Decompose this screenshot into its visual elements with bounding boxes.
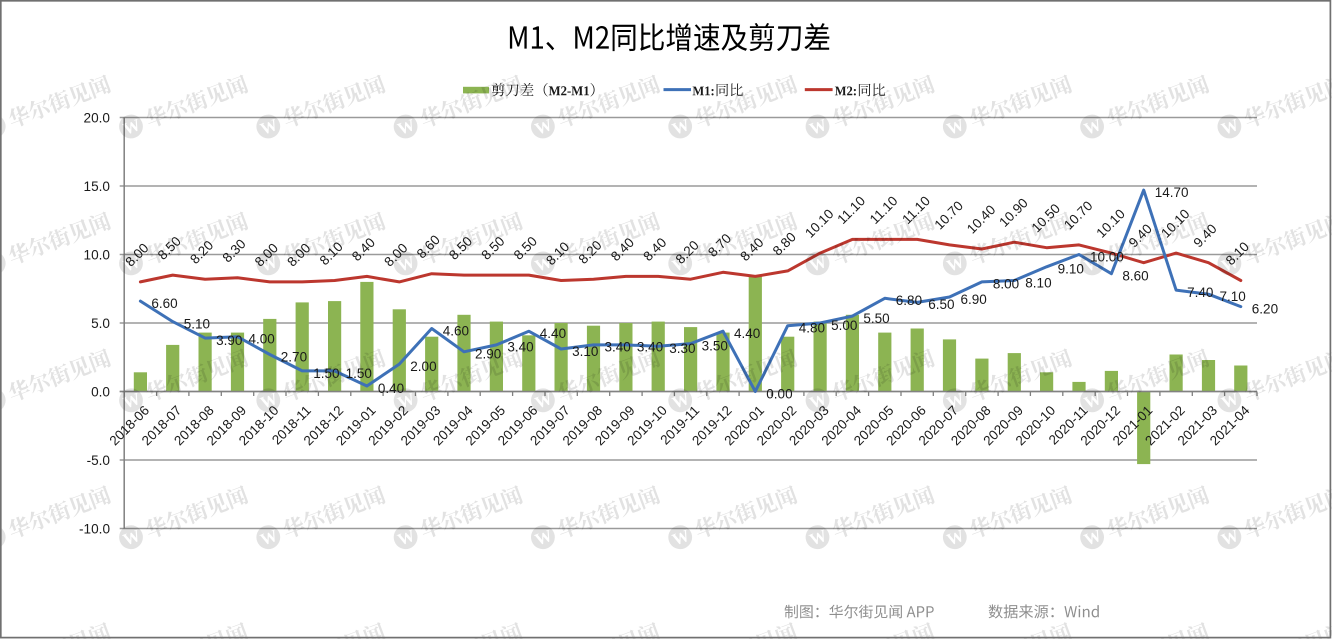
svg-text:0.00: 0.00 bbox=[766, 386, 792, 401]
svg-text:8.10: 8.10 bbox=[1025, 275, 1051, 290]
svg-text:6.60: 6.60 bbox=[151, 296, 177, 311]
svg-text:2.90: 2.90 bbox=[475, 347, 501, 362]
svg-text:3.40: 3.40 bbox=[637, 340, 663, 355]
svg-text:4.40: 4.40 bbox=[734, 326, 760, 341]
svg-text:5.0: 5.0 bbox=[91, 316, 110, 331]
svg-text:2.00: 2.00 bbox=[410, 359, 436, 374]
svg-text:3.10: 3.10 bbox=[572, 344, 598, 359]
svg-text:5.10: 5.10 bbox=[184, 316, 210, 331]
svg-text:10.0: 10.0 bbox=[84, 248, 111, 263]
svg-text:0.0: 0.0 bbox=[91, 385, 110, 400]
svg-text:15.0: 15.0 bbox=[84, 179, 111, 194]
svg-text:8.00: 8.00 bbox=[993, 277, 1019, 292]
svg-text:6.20: 6.20 bbox=[1252, 301, 1278, 316]
svg-text:-10.0: -10.0 bbox=[79, 522, 110, 537]
svg-text:7.10: 7.10 bbox=[1220, 289, 1246, 304]
svg-text:6.80: 6.80 bbox=[896, 293, 922, 308]
svg-text:3.90: 3.90 bbox=[216, 333, 242, 348]
svg-text:3.40: 3.40 bbox=[605, 340, 631, 355]
svg-text:7.40: 7.40 bbox=[1187, 285, 1213, 300]
svg-text:14.70: 14.70 bbox=[1155, 185, 1189, 200]
svg-text:8.60: 8.60 bbox=[1122, 269, 1148, 284]
svg-text:3.50: 3.50 bbox=[702, 338, 728, 353]
svg-text:2.70: 2.70 bbox=[281, 349, 307, 364]
svg-text:3.30: 3.30 bbox=[669, 341, 695, 356]
svg-text:3.40: 3.40 bbox=[507, 340, 533, 355]
svg-text:4.80: 4.80 bbox=[799, 321, 825, 336]
svg-text:20.0: 20.0 bbox=[84, 111, 111, 126]
svg-text:9.10: 9.10 bbox=[1058, 262, 1084, 277]
svg-text:6.50: 6.50 bbox=[928, 297, 954, 312]
svg-text:4.00: 4.00 bbox=[249, 332, 275, 347]
svg-text:6.90: 6.90 bbox=[961, 292, 987, 307]
svg-text:5.00: 5.00 bbox=[831, 318, 857, 333]
svg-text:-5.0: -5.0 bbox=[87, 453, 111, 468]
svg-text:4.40: 4.40 bbox=[540, 326, 566, 341]
svg-text:4.60: 4.60 bbox=[443, 323, 469, 338]
svg-text:5.50: 5.50 bbox=[863, 311, 889, 326]
